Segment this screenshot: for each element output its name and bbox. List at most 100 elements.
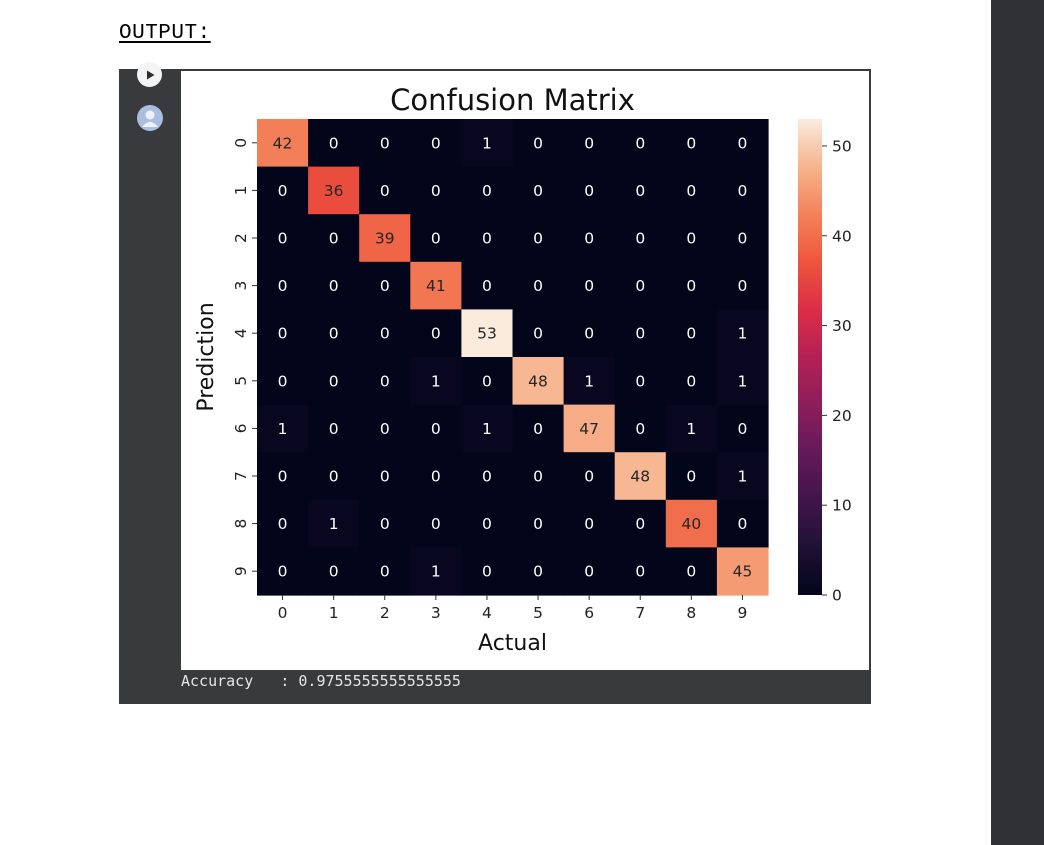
cell-value-label: 1 — [584, 372, 594, 390]
cell-value-label: 48 — [630, 468, 650, 486]
heatmap-cell — [308, 499, 360, 548]
chart-title: Confusion Matrix — [390, 83, 635, 117]
heatmap-cell — [716, 404, 769, 453]
cell-value-label: 0 — [584, 563, 594, 581]
cell-value-label: 0 — [738, 420, 748, 438]
cell-value-label: 0 — [482, 277, 492, 295]
cell-value-label: 0 — [686, 372, 696, 390]
y-tick-label: 1 — [232, 185, 250, 195]
run-cell-button[interactable] — [137, 62, 162, 87]
heatmap-cell — [461, 357, 514, 406]
x-tick-label: 6 — [584, 604, 594, 622]
x-tick-label: 1 — [329, 604, 339, 622]
cell-value-label: 0 — [686, 325, 696, 343]
cell-value-label: 0 — [533, 325, 543, 343]
heatmap-cell — [308, 119, 360, 168]
heatmap-cell — [410, 547, 462, 596]
colorbar — [798, 119, 822, 595]
heatmap-cell — [359, 309, 411, 358]
cell-value-label: 53 — [477, 325, 497, 343]
heatmap-cell — [257, 404, 309, 453]
cell-value-label: 0 — [329, 277, 339, 295]
cell-value-label: 0 — [278, 325, 288, 343]
cell-value-label: 0 — [635, 515, 645, 533]
heatmap-cell — [665, 214, 718, 263]
cell-value-label: 0 — [482, 230, 492, 248]
output-heading: OUTPUT: — [119, 22, 211, 45]
heatmap-cell — [716, 261, 769, 310]
heatmap-cell — [512, 547, 565, 596]
heatmap-cell — [410, 499, 462, 548]
cell-value-label: 0 — [584, 468, 594, 486]
cell-value-label: 0 — [686, 468, 696, 486]
cell-value-label: 0 — [584, 277, 594, 295]
heatmap-cell — [716, 214, 769, 263]
cell-value-label: 0 — [431, 230, 441, 248]
heatmap-cell — [512, 452, 565, 501]
heatmap-cell — [308, 261, 360, 310]
cell-value-label: 0 — [380, 182, 390, 200]
y-tick-label: 3 — [232, 281, 250, 291]
cell-value-label: 0 — [533, 134, 543, 152]
heatmap-cell — [716, 357, 769, 406]
heatmap-cell — [665, 404, 718, 453]
cell-value-label: 0 — [329, 563, 339, 581]
y-tick-label: 8 — [232, 519, 250, 529]
heatmap-cell — [410, 119, 462, 168]
heatmap-cell — [308, 309, 360, 358]
heatmap-cell — [614, 452, 667, 501]
heatmap-cell — [308, 166, 360, 215]
cell-value-label: 0 — [738, 182, 748, 200]
cell-value-label: 0 — [738, 134, 748, 152]
heatmap-cell — [665, 309, 718, 358]
cell-value-label: 0 — [431, 325, 441, 343]
heatmap-cell — [665, 452, 718, 501]
cell-value-label: 1 — [431, 563, 441, 581]
user-avatar[interactable] — [137, 105, 163, 131]
cell-value-label: 0 — [482, 515, 492, 533]
cell-value-label: 0 — [380, 277, 390, 295]
heatmap-cell — [665, 357, 718, 406]
heatmap-cell — [716, 499, 769, 548]
heatmap-cell — [308, 404, 360, 453]
heatmap-cell — [665, 499, 718, 548]
colorbar-tick-label: 0 — [832, 587, 842, 605]
heatmap-cell — [716, 452, 769, 501]
x-tick-label: 7 — [635, 604, 645, 622]
cell-value-label: 1 — [738, 372, 748, 390]
cell-value-label: 0 — [431, 420, 441, 438]
cell-value-label: 0 — [635, 182, 645, 200]
heatmap-cell — [563, 309, 616, 358]
accuracy-output: Accuracy : 0.9755555555555555 — [181, 672, 461, 690]
cell-value-label: 42 — [273, 134, 293, 152]
cell-value-label: 0 — [738, 230, 748, 248]
cell-value-label: 48 — [528, 372, 548, 390]
cell-value-label: 1 — [431, 372, 441, 390]
heatmap-cell — [461, 309, 514, 358]
cell-value-label: 0 — [686, 277, 696, 295]
y-tick-label: 6 — [232, 423, 250, 433]
heatmap-cell — [614, 499, 667, 548]
colorbar-tick-label: 50 — [832, 137, 852, 155]
cell-value-label: 0 — [278, 563, 288, 581]
heatmap-cell — [257, 166, 309, 215]
heatmap-cell — [461, 404, 514, 453]
cell-value-label: 0 — [584, 182, 594, 200]
cell-value-label: 0 — [431, 515, 441, 533]
colorbar-tick-label: 20 — [832, 407, 852, 425]
x-tick-label: 2 — [380, 604, 390, 622]
cell-value-label: 0 — [482, 182, 492, 200]
cell-value-label: 0 — [431, 182, 441, 200]
cell-value-label: 0 — [533, 277, 543, 295]
cell-value-label: 1 — [482, 420, 492, 438]
x-tick-label: 8 — [686, 604, 696, 622]
heatmap-cell — [461, 119, 514, 168]
cell-value-label: 0 — [380, 563, 390, 581]
heatmap-cell — [512, 499, 565, 548]
cell-value-label: 0 — [635, 325, 645, 343]
heatmap-cell — [614, 309, 667, 358]
cell-value-label: 0 — [533, 230, 543, 248]
cell-value-label: 0 — [380, 515, 390, 533]
cell-value-label: 0 — [380, 468, 390, 486]
cell-value-label: 0 — [380, 420, 390, 438]
